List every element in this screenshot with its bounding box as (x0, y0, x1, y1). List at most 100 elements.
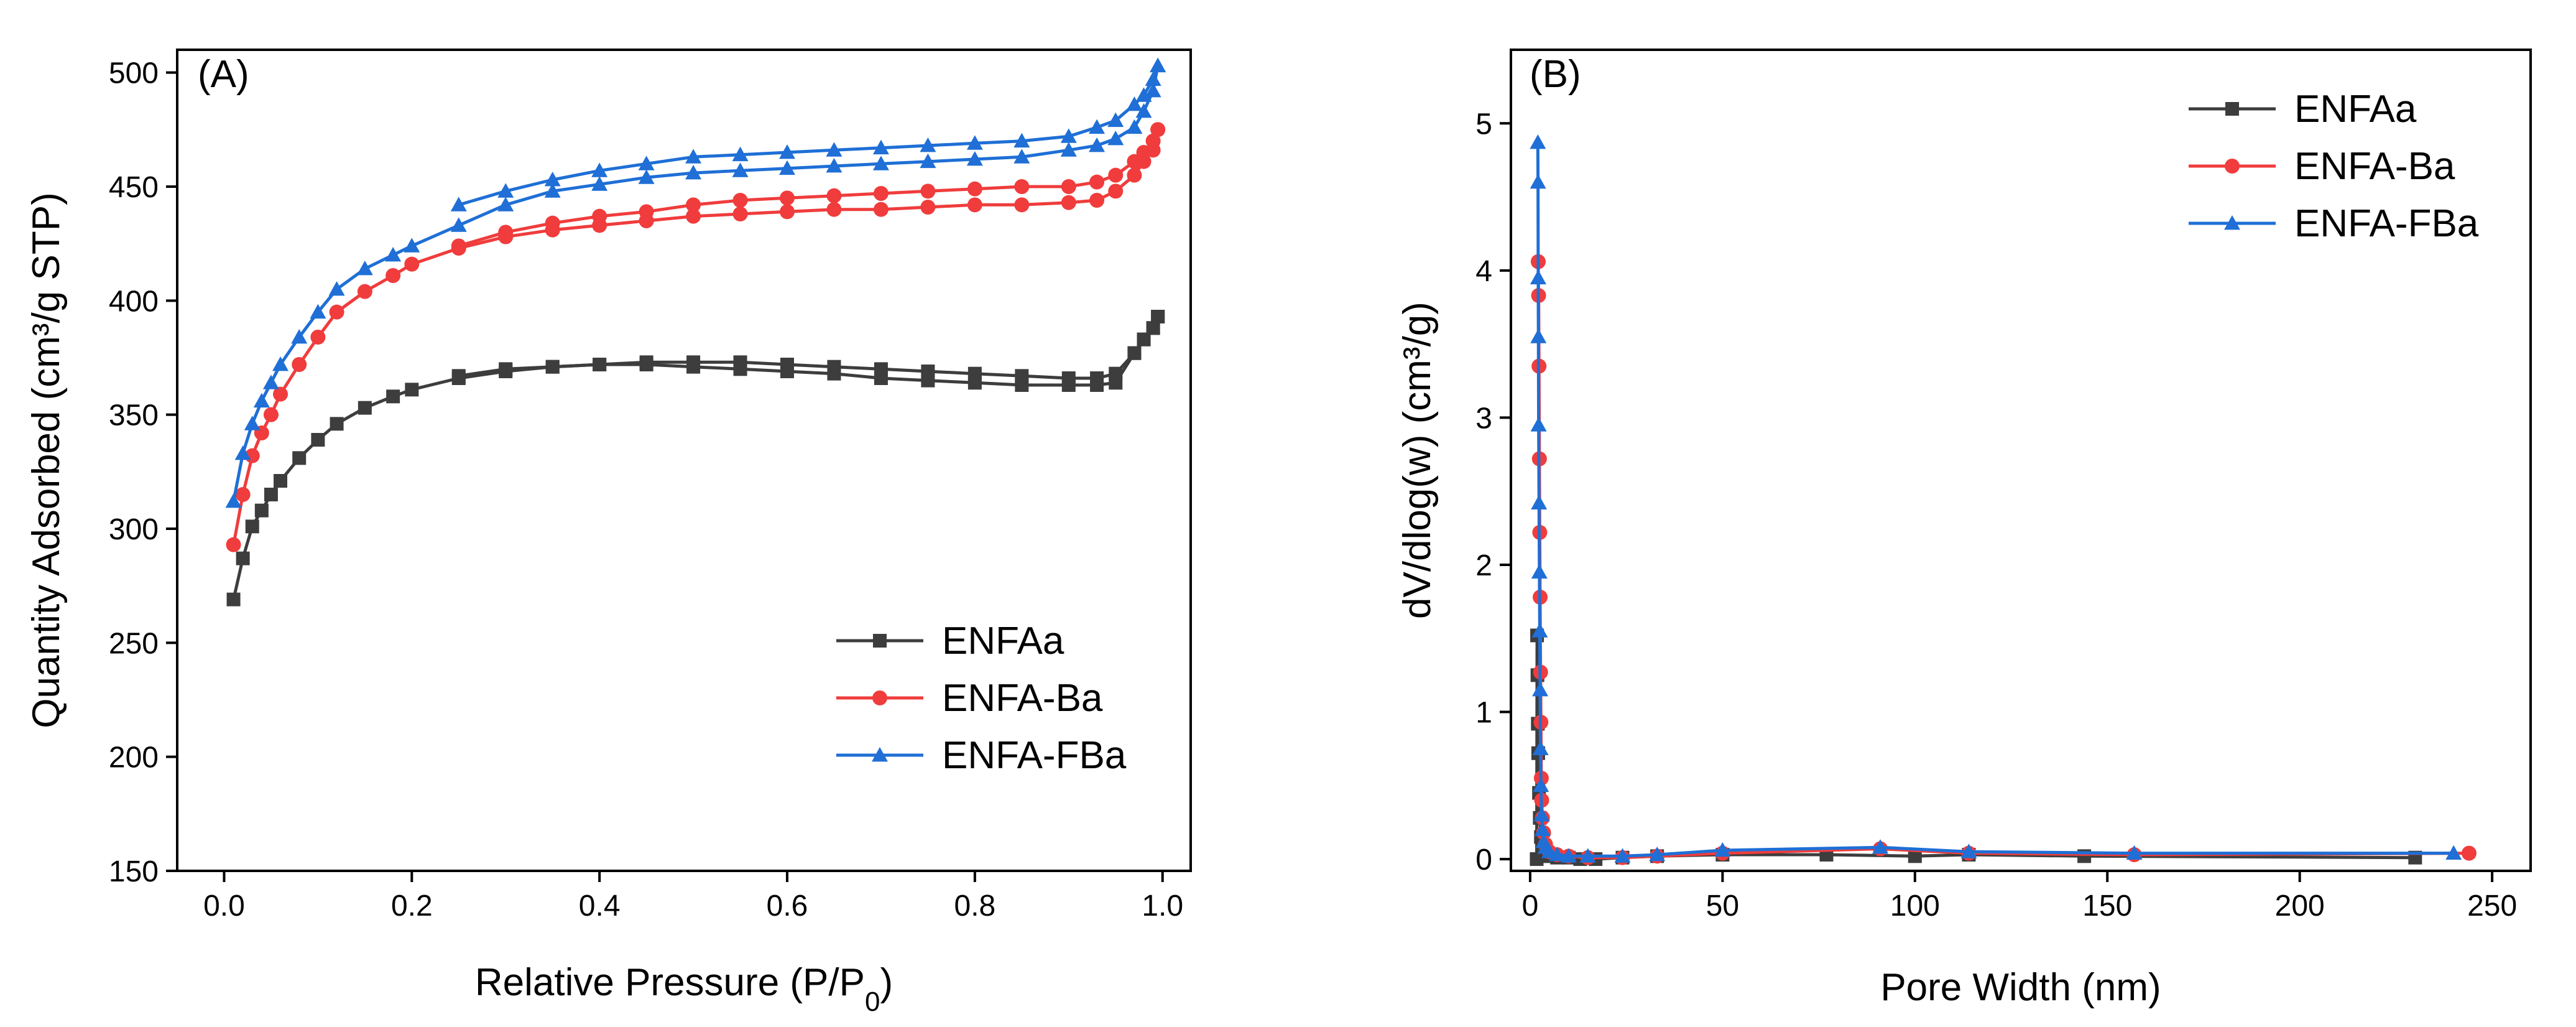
data-point-enfaa (292, 451, 307, 465)
legend-marker-enfa-fba (2224, 215, 2240, 230)
data-point-enfaa (254, 503, 269, 518)
legend-item-enfa-fba: ENFA-FBa (2189, 202, 2479, 245)
data-point-enfa-ba (1127, 167, 1142, 183)
panel-b-x-axis-title: Pore Width (nm) (1880, 966, 2161, 1009)
data-point-enfaa (226, 592, 241, 606)
data-point-enfa-ba (967, 181, 982, 197)
data-point-enfa-fba (1534, 821, 1551, 837)
panel-b-x-tick-label: 100 (1890, 890, 1940, 922)
panel-b-ticks: 0 50 100 150 200 250 0 1 2 3 4 5 (1475, 108, 2517, 922)
data-point-enfa-fba (1150, 57, 1166, 73)
series-line-enfaa (458, 316, 1160, 380)
data-point-enfa-fba (404, 238, 420, 253)
data-point-enfa-fba (685, 165, 702, 180)
panel-b-x-tick-label: 250 (2467, 890, 2517, 922)
data-point-enfa-ba (1089, 174, 1105, 190)
data-point-enfa-fba (1013, 149, 1030, 164)
data-point-enfa-ba (920, 200, 936, 215)
data-point-enfa-ba (545, 215, 560, 231)
data-point-enfa-ba (1136, 145, 1152, 160)
data-point-enfa-fba (638, 156, 655, 170)
data-point-enfa-fba (1531, 623, 1548, 638)
panel-b-label: (B) (1530, 53, 1581, 96)
data-point-enfa-ba (732, 193, 748, 208)
data-point-enfa-fba (1530, 134, 1546, 149)
data-point-enfa-fba (1107, 131, 1124, 146)
data-point-enfaa (921, 365, 935, 378)
data-point-enfa-fba (1872, 839, 1889, 854)
panel-a-ticks: 0.0 0.2 0.4 0.6 0.8 1.0 150 200 250 300 350 400 450 5… (109, 57, 1183, 922)
data-point-enfa-fba (1145, 71, 1161, 86)
data-point-enfa-fba (920, 153, 936, 169)
legend-item-enfa-ba: ENFA-Ba (2189, 145, 2455, 188)
data-point-enfaa (686, 355, 701, 369)
panel-b-x-tick-label: 0 (1522, 890, 1539, 922)
series-enfa-ba (226, 122, 1166, 552)
data-point-enfa-ba (1108, 184, 1124, 199)
data-point-enfa-fba (234, 445, 251, 460)
data-point-enfaa (499, 362, 513, 376)
data-point-enfa-fba (2445, 845, 2462, 860)
data-point-enfa-fba (262, 374, 279, 389)
panel-a-y-tick-label: 450 (109, 171, 159, 204)
data-point-enfaa (827, 360, 841, 374)
data-point-enfa-fba (638, 169, 655, 184)
panel-a-x-tick-label: 0.6 (767, 890, 808, 922)
panel-a-y-tick-label: 400 (109, 285, 159, 318)
series-line-enfa-fba (232, 65, 1160, 502)
series-enfaa (226, 310, 1165, 606)
data-point-enfa-ba (451, 238, 466, 254)
data-point-enfa-fba (591, 162, 608, 177)
panel-b-x-tick-label: 50 (1706, 890, 1739, 922)
panel-a-legend: ENFAa ENFA-Ba ENFA-FBa (836, 620, 1127, 777)
data-point-enfa-fba (966, 151, 983, 166)
data-point-enfaa (1146, 321, 1160, 335)
data-point-enfaa (405, 383, 419, 397)
data-point-enfa-ba (329, 304, 344, 320)
data-point-enfaa (874, 362, 888, 376)
panel-b-y-tick-label: 0 (1475, 843, 1492, 876)
data-point-enfaa (245, 519, 259, 534)
data-point-enfaa (1137, 332, 1151, 346)
data-point-enfa-ba (263, 407, 279, 422)
data-point-enfa-fba (385, 247, 402, 262)
data-point-enfa-fba (1531, 564, 1548, 579)
data-point-enfa-fba (1530, 417, 1547, 432)
data-point-enfa-fba (779, 160, 796, 175)
data-point-enfaa (593, 358, 607, 371)
data-point-enfa-fba (966, 135, 983, 150)
series-enfa-fba (1530, 134, 2462, 863)
data-point-enfa-fba (826, 158, 843, 173)
panel-b-y-tick-label: 2 (1475, 549, 1492, 582)
data-point-enfa-fba (244, 416, 261, 430)
panel-b-y-tick-label: 1 (1475, 697, 1492, 730)
panel-b-frame (1510, 49, 2532, 872)
data-point-enfa-fba (872, 139, 889, 155)
data-point-enfa-fba (225, 493, 242, 508)
data-point-enfa-fba (1089, 137, 1106, 152)
data-point-enfa-ba (873, 186, 889, 201)
data-point-enfa-ba (226, 537, 241, 552)
data-point-enfa-fba (253, 393, 270, 408)
data-point-enfaa (264, 488, 278, 501)
data-point-enfa-fba (356, 261, 373, 276)
data-point-enfa-ba (592, 208, 607, 224)
data-point-enfa-ba (826, 202, 842, 217)
panel-a-x-tick-label: 0.0 (203, 890, 245, 922)
data-point-enfa-fba (1530, 328, 1547, 343)
data-point-enfaa (639, 355, 653, 369)
data-point-enfa-ba (292, 357, 307, 372)
data-point-enfa-fba (1960, 843, 1977, 858)
panel-a-x-tick-label: 0.4 (579, 890, 621, 922)
panel-a-y-tick-label: 300 (109, 513, 159, 546)
panel-b-y-tick-label: 5 (1475, 108, 1492, 141)
data-point-enfa-fba (1560, 848, 1577, 863)
data-point-enfa-fba (1135, 103, 1152, 118)
panel-a-y-tick-label: 200 (109, 741, 159, 774)
data-point-enfa-fba (1530, 269, 1546, 285)
data-point-enfa-ba (310, 330, 326, 345)
legend-marker-enfaa (2225, 102, 2239, 116)
data-point-enfa-fba (310, 304, 326, 319)
data-point-enfaa (1127, 346, 1142, 360)
